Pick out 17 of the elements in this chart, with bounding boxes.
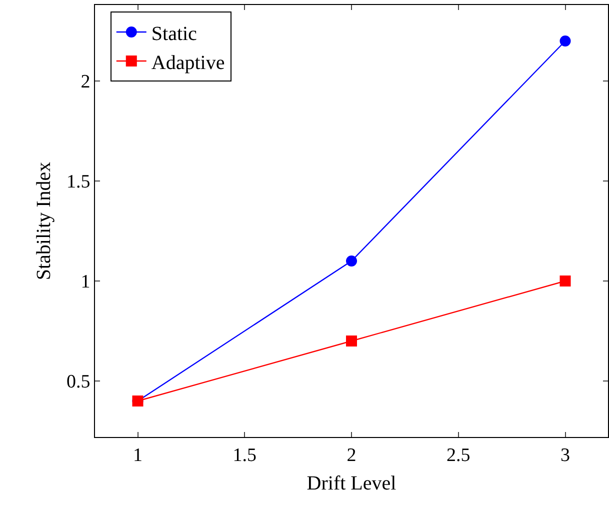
x-tick-label: 1 xyxy=(133,444,142,466)
legend-label: Static xyxy=(151,22,198,45)
y-tick-label: 1.5 xyxy=(66,172,90,193)
point xyxy=(346,336,357,346)
legend-label: Adaptive xyxy=(151,52,225,74)
point xyxy=(346,256,357,266)
x-tick-label: 2.5 xyxy=(446,444,470,466)
y-tick-label: 2 xyxy=(80,72,90,93)
x-tick-label: 2 xyxy=(346,444,356,466)
y-tick-label: 1 xyxy=(80,272,90,293)
point xyxy=(560,276,571,286)
y-tick-label: 0.5 xyxy=(66,372,90,393)
point xyxy=(560,36,571,46)
x-axis-title: Drift Level xyxy=(306,472,397,494)
x-tick-label: 1.5 xyxy=(232,444,256,466)
y-axis-title: Stability Index xyxy=(32,162,55,280)
x-tick-label: 3 xyxy=(560,444,570,466)
